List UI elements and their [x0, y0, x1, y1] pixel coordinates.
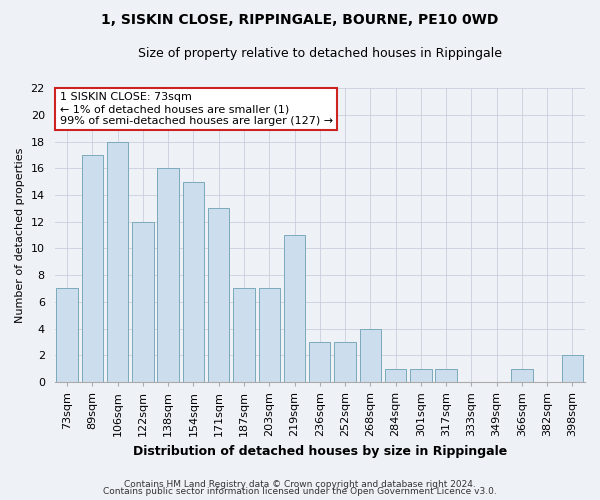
- Text: Contains HM Land Registry data © Crown copyright and database right 2024.: Contains HM Land Registry data © Crown c…: [124, 480, 476, 489]
- Bar: [107, 142, 128, 382]
- Bar: [157, 168, 179, 382]
- Text: 1, SISKIN CLOSE, RIPPINGALE, BOURNE, PE10 0WD: 1, SISKIN CLOSE, RIPPINGALE, BOURNE, PE1…: [101, 12, 499, 26]
- Bar: [436, 368, 457, 382]
- Text: Contains public sector information licensed under the Open Government Licence v3: Contains public sector information licen…: [103, 487, 497, 496]
- Bar: [284, 235, 305, 382]
- Bar: [334, 342, 356, 382]
- Bar: [208, 208, 229, 382]
- Bar: [132, 222, 154, 382]
- Bar: [233, 288, 255, 382]
- Title: Size of property relative to detached houses in Rippingale: Size of property relative to detached ho…: [138, 48, 502, 60]
- Bar: [56, 288, 78, 382]
- Bar: [309, 342, 331, 382]
- Bar: [82, 155, 103, 382]
- Bar: [183, 182, 204, 382]
- Bar: [385, 368, 406, 382]
- Y-axis label: Number of detached properties: Number of detached properties: [15, 148, 25, 322]
- Bar: [259, 288, 280, 382]
- Bar: [562, 356, 583, 382]
- Text: 1 SISKIN CLOSE: 73sqm
← 1% of detached houses are smaller (1)
99% of semi-detach: 1 SISKIN CLOSE: 73sqm ← 1% of detached h…: [60, 92, 333, 126]
- Bar: [511, 368, 533, 382]
- Bar: [410, 368, 431, 382]
- Bar: [359, 328, 381, 382]
- X-axis label: Distribution of detached houses by size in Rippingale: Distribution of detached houses by size …: [133, 444, 507, 458]
